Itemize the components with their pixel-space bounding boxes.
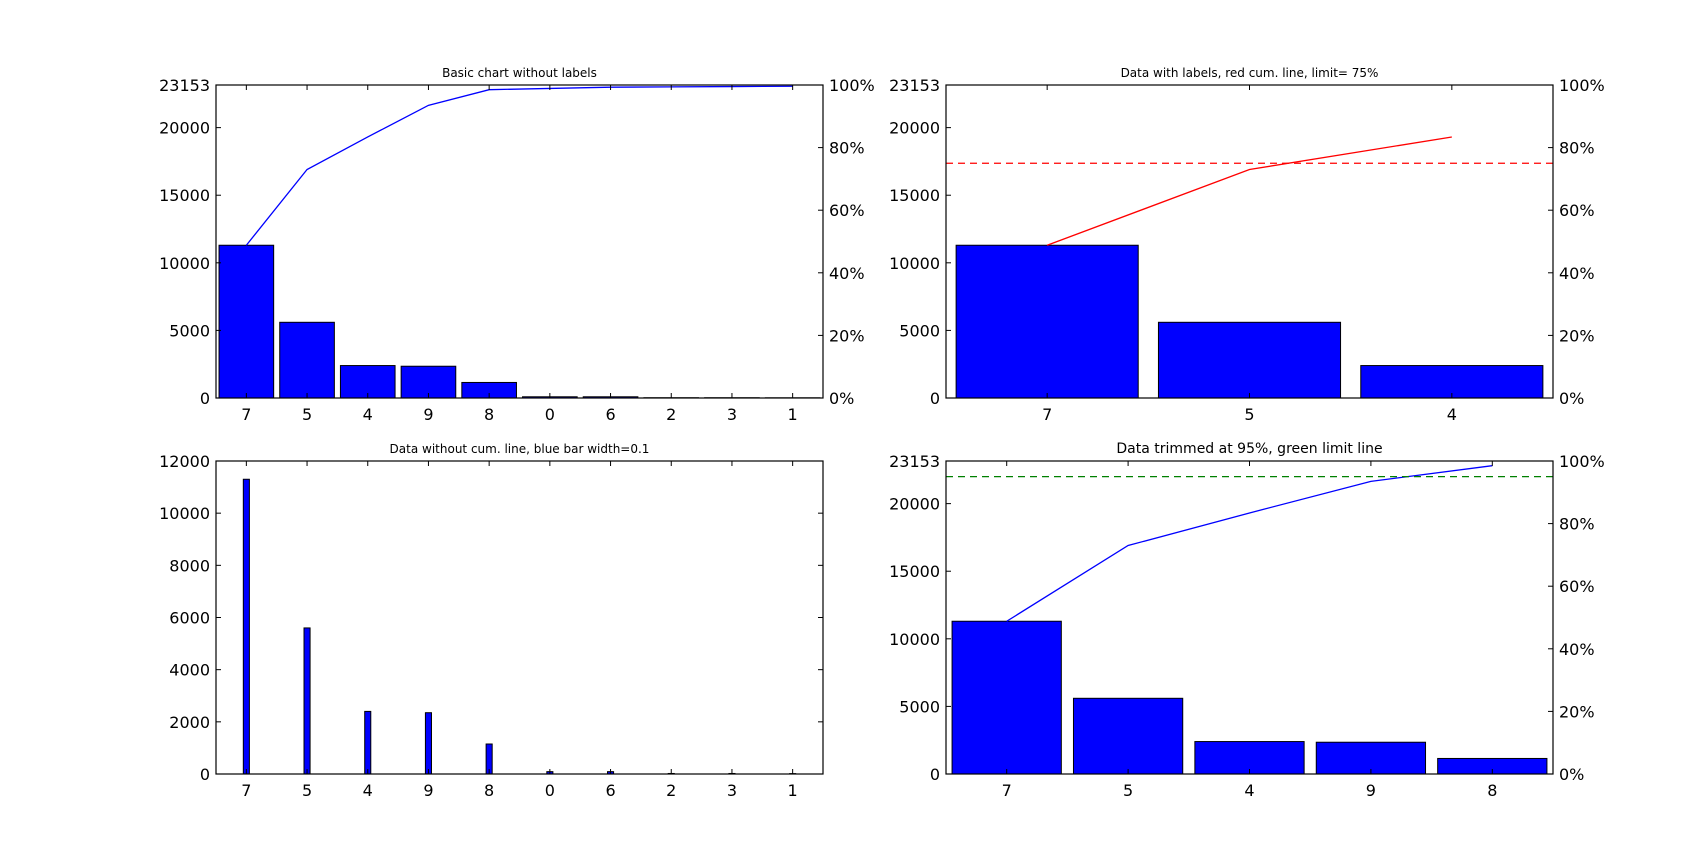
y-tick-label: 23153 — [889, 76, 940, 95]
chart-panel-2: Data with labels, red cum. line, limit= … — [889, 66, 1605, 424]
y-tick-label: 20000 — [889, 495, 940, 514]
y2-tick-label: 20% — [829, 326, 865, 345]
x-tick-label: 9 — [423, 405, 433, 424]
chart-title: Basic chart without labels — [442, 66, 597, 80]
bar-4 — [364, 710, 372, 775]
bar-9 — [400, 365, 457, 399]
bar-7 — [242, 478, 250, 775]
y-tick-label: 15000 — [889, 562, 940, 581]
y-tick-label: 4000 — [169, 661, 210, 680]
y-tick-label: 0 — [200, 765, 210, 784]
chart-title: Data with labels, red cum. line, limit= … — [1121, 66, 1379, 80]
y-tick-label: 15000 — [889, 186, 940, 205]
chart-title: Data without cum. line, blue bar width=0… — [390, 442, 650, 456]
x-tick-label: 2 — [666, 781, 676, 800]
x-tick-label: 6 — [605, 405, 615, 424]
x-tick-label: 4 — [363, 781, 373, 800]
bar-5 — [1072, 697, 1184, 775]
x-tick-label: 0 — [545, 781, 555, 800]
x-tick-label: 4 — [363, 405, 373, 424]
y2-tick-label: 0% — [1559, 389, 1584, 408]
y-tick-label: 5000 — [899, 697, 940, 716]
x-tick-label: 0 — [545, 405, 555, 424]
axes-frame — [215, 84, 824, 399]
y2-tick-label: 80% — [1559, 515, 1595, 534]
x-tick-label: 5 — [302, 781, 312, 800]
bar-7 — [955, 244, 1139, 399]
y-tick-label: 5000 — [169, 321, 210, 340]
y-tick-label: 0 — [930, 389, 940, 408]
x-tick-label: 1 — [788, 781, 798, 800]
bar-4 — [339, 365, 396, 399]
y-tick-label: 0 — [930, 765, 940, 784]
y-tick-label: 8000 — [169, 556, 210, 575]
bar-9 — [424, 712, 432, 775]
y2-tick-label: 40% — [829, 264, 865, 283]
y2-tick-label: 40% — [1559, 264, 1595, 283]
x-tick-label: 3 — [727, 781, 737, 800]
x-tick-label: 1 — [788, 405, 798, 424]
y2-tick-label: 100% — [829, 76, 875, 95]
y2-tick-label: 100% — [1559, 76, 1605, 95]
x-tick-label: 4 — [1244, 781, 1254, 800]
y2-tick-label: 80% — [1559, 139, 1595, 158]
y2-tick-label: 20% — [1559, 702, 1595, 721]
y-tick-label: 20000 — [889, 119, 940, 138]
y-tick-label: 5000 — [899, 321, 940, 340]
x-tick-label: 7 — [241, 405, 251, 424]
bar-5 — [303, 627, 311, 775]
y-tick-label: 2000 — [169, 713, 210, 732]
x-tick-label: 8 — [1487, 781, 1497, 800]
x-tick-label: 9 — [1366, 781, 1376, 800]
x-tick-label: 5 — [1123, 781, 1133, 800]
chart-panel-4: Data trimmed at 95%, green limit line 7 5 4… — [889, 441, 1605, 800]
x-tick-label: 5 — [302, 405, 312, 424]
y-tick-label: 6000 — [169, 609, 210, 628]
y-tick-label: 10000 — [889, 254, 940, 273]
cumulative-line — [1006, 465, 1493, 622]
y-tick-label: 23153 — [159, 76, 210, 95]
x-tick-label: 4 — [1447, 405, 1457, 424]
chart-panel-3: Data without cum. line, blue bar width=0… — [159, 442, 824, 800]
y-tick-label: 23153 — [889, 452, 940, 471]
x-tick-label: 3 — [727, 405, 737, 424]
y-tick-label: 15000 — [159, 186, 210, 205]
bar-5 — [1157, 321, 1342, 399]
y2-tick-label: 40% — [1559, 640, 1595, 659]
x-tick-label: 5 — [1244, 405, 1254, 424]
cumulative-line — [1046, 136, 1452, 246]
y2-tick-label: 80% — [829, 139, 865, 158]
x-tick-label: 9 — [423, 781, 433, 800]
bar-5 — [279, 321, 335, 399]
y-tick-label: 20000 — [159, 119, 210, 138]
y-tick-label: 10000 — [889, 630, 940, 649]
y2-tick-label: 60% — [1559, 577, 1595, 596]
chart-title: Data trimmed at 95%, green limit line — [1116, 441, 1382, 457]
y-tick-label: 10000 — [159, 254, 210, 273]
y2-tick-label: 100% — [1559, 452, 1605, 471]
y2-tick-label: 60% — [1559, 201, 1595, 220]
bar-7 — [951, 620, 1062, 775]
y2-tick-label: 60% — [829, 201, 865, 220]
x-tick-label: 8 — [484, 405, 494, 424]
x-tick-label: 6 — [605, 781, 615, 800]
y2-tick-label: 0% — [829, 389, 854, 408]
x-tick-label: 7 — [241, 781, 251, 800]
y2-tick-label: 20% — [1559, 326, 1595, 345]
x-tick-label: 7 — [1042, 405, 1052, 424]
chart-panel-1: Basic chart without labels 7 5 4 9 8 0 6 2 3 1 0 500… — [159, 66, 875, 424]
y-tick-label: 10000 — [159, 504, 210, 523]
x-tick-label: 8 — [484, 781, 494, 800]
bar-7 — [218, 244, 275, 399]
y-tick-label: 0 — [200, 389, 210, 408]
cumulative-line — [245, 85, 793, 246]
x-tick-label: 2 — [666, 405, 676, 424]
y2-tick-label: 0% — [1559, 765, 1584, 784]
x-tick-label: 7 — [1002, 781, 1012, 800]
bar-9 — [1315, 741, 1427, 775]
y-tick-label: 12000 — [159, 452, 210, 471]
bar-4 — [1194, 741, 1305, 775]
